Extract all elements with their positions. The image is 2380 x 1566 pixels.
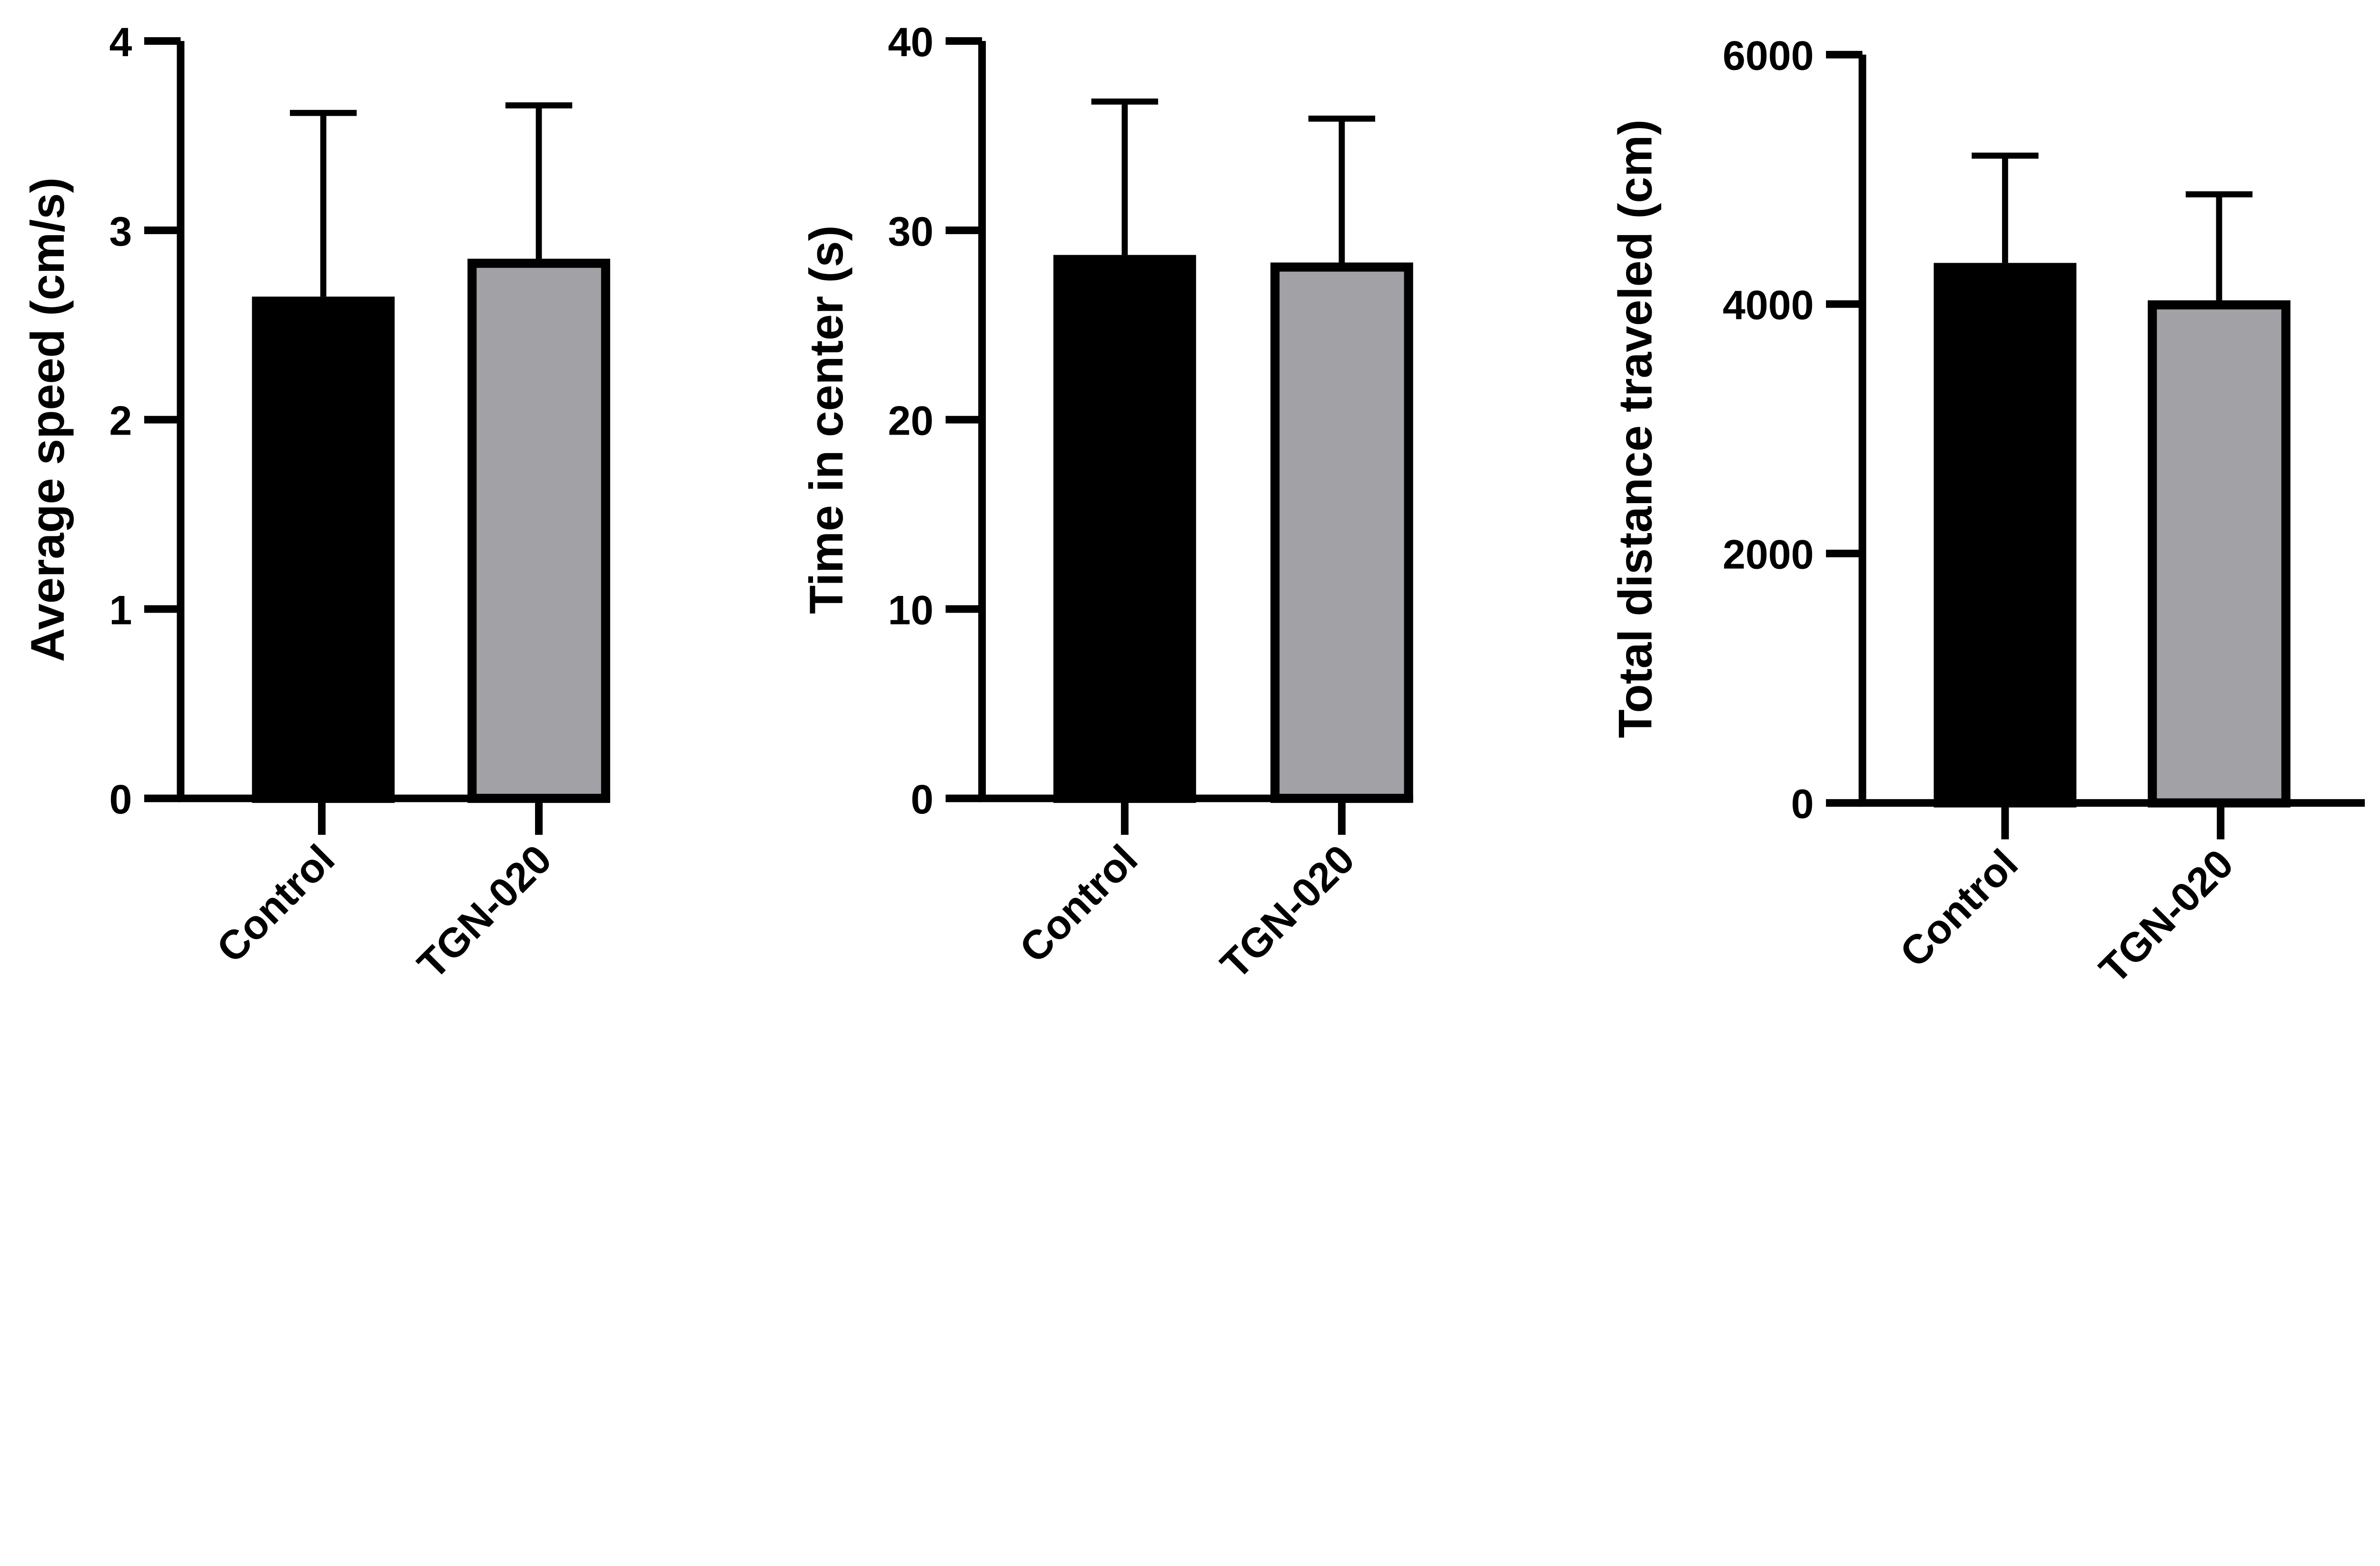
y-tick-label: 6000 [1723, 33, 1814, 79]
x-tick-label: TGN-020 [2091, 841, 2242, 992]
y-tick-label: 2 [109, 398, 132, 444]
y-tick-label: 4 [109, 20, 132, 65]
y-tick-label: 0 [1791, 782, 1814, 827]
figure-container: 0 1 2 3 4 Average speed (cm/s) Control TGN-020 0… [21, 20, 2365, 992]
bar-control [1053, 255, 1196, 803]
x-tick-label: Control [1011, 836, 1146, 971]
y-axis-label: Time in center (s) [800, 225, 853, 614]
bar-control [252, 297, 395, 803]
y-axis-label: Total distance traveled (cm) [1609, 119, 1661, 738]
x-tick-label: Control [1891, 841, 2026, 976]
y-axis-label: Average speed (cm/s) [21, 178, 74, 662]
bar-tgn-020 [1270, 262, 1413, 803]
y-tick-label: 20 [888, 398, 933, 444]
y-tick-label: 4000 [1723, 283, 1814, 328]
chart-panel-2: 0 10 20 30 40 Time in center (s) Control TGN-02… [800, 20, 1413, 988]
bar-control [1934, 263, 2077, 808]
chart-panel-3: 0 2000 4000 6000 Total distance traveled (cm… [1609, 33, 2365, 992]
y-tick-label: 10 [888, 587, 933, 633]
x-tick-label: Control [208, 836, 343, 971]
y-tick-label: 2000 [1723, 532, 1814, 578]
y-tick-label: 3 [109, 209, 132, 255]
y-tick-label: 1 [109, 587, 132, 633]
y-tick-label: 40 [888, 20, 933, 65]
bar-tgn-020 [2148, 300, 2291, 808]
y-tick-label: 0 [911, 777, 933, 823]
x-tick-label: TGN-020 [1212, 836, 1363, 988]
x-tick-label: TGN-020 [409, 836, 560, 988]
bar-tgn-020 [467, 258, 610, 803]
y-tick-label: 0 [109, 777, 132, 823]
chart-panel-1: 0 1 2 3 4 Average speed (cm/s) Control TGN-020 [21, 20, 610, 988]
y-tick-label: 30 [888, 209, 933, 255]
